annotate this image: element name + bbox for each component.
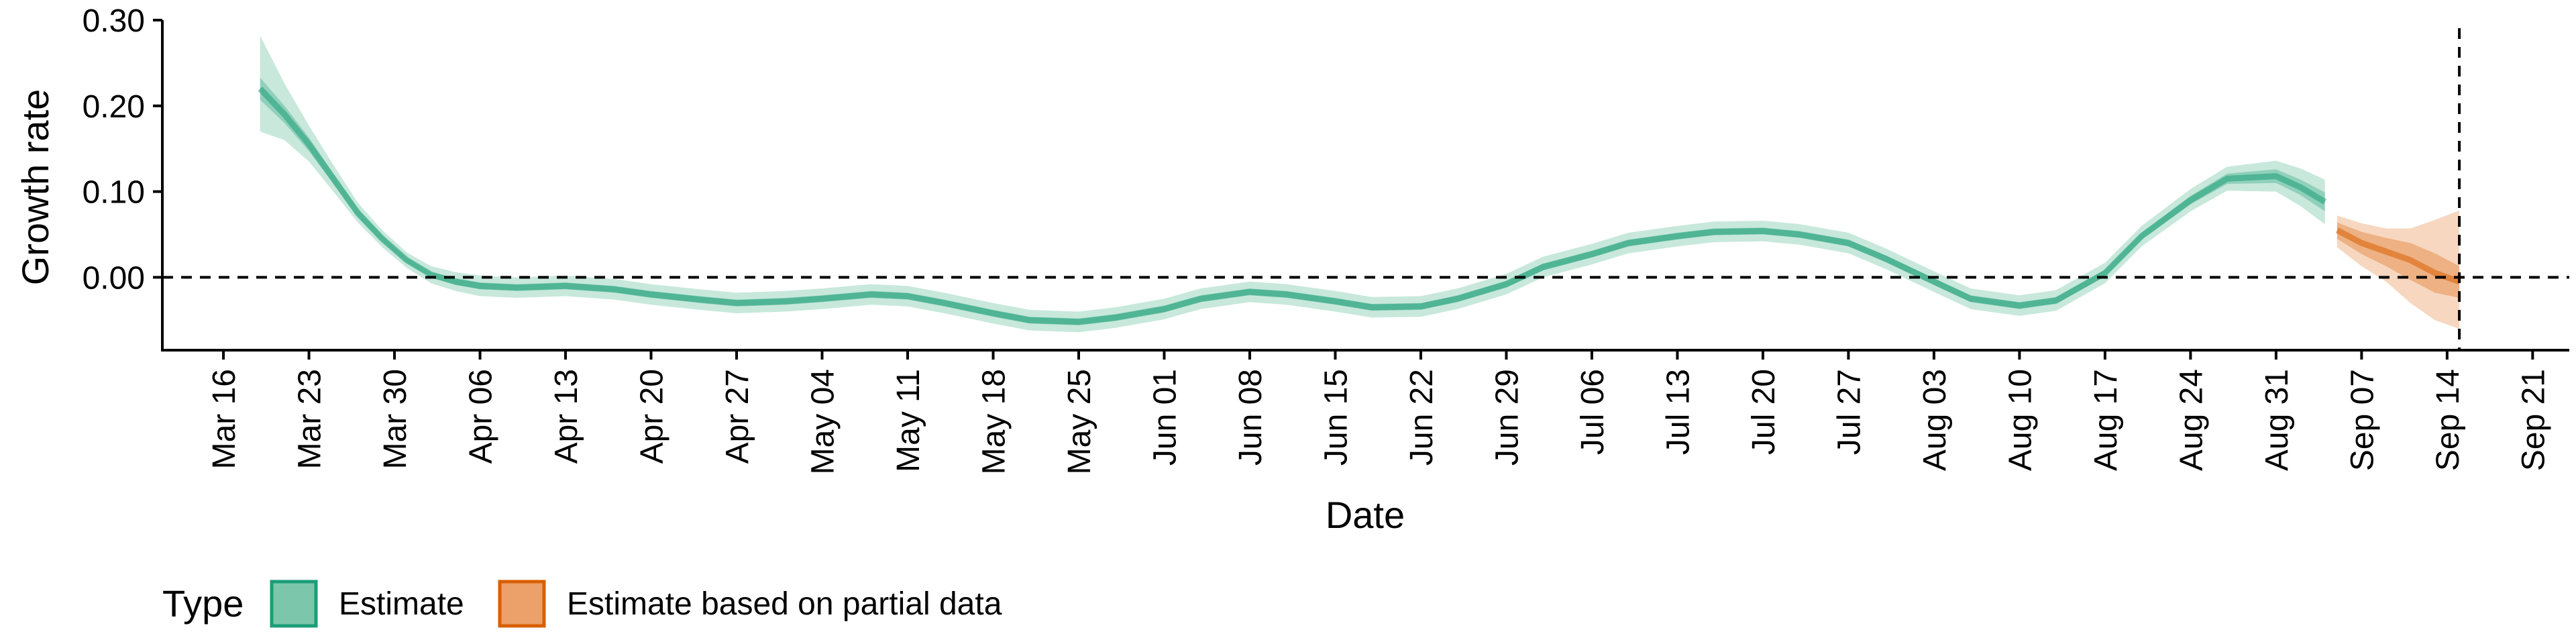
x-tick-label: Jul 27 <box>1831 369 1867 455</box>
x-tick-label: Mar 16 <box>207 369 242 469</box>
x-tick-label: Jun 01 <box>1148 369 1183 466</box>
legend: Type Estimate Estimate based on partial … <box>162 580 1002 628</box>
estimate-median-line <box>258 87 2327 325</box>
x-tick-label: Aug 03 <box>1917 369 1953 471</box>
x-tick-label: May 18 <box>977 369 1012 474</box>
axes <box>161 20 2569 352</box>
partial-estimate-band-50 <box>2337 222 2460 298</box>
x-tick-label: Jun 15 <box>1319 369 1354 466</box>
x-tick-label: Jun 29 <box>1490 369 1525 466</box>
y-axis-title: Growth rate <box>14 89 56 286</box>
x-tick-label: Sep 14 <box>2430 369 2466 471</box>
x-tick-label: Apr 13 <box>549 369 584 464</box>
x-axis-title: Date <box>1326 494 1405 536</box>
legend-key-partial-estimate <box>498 580 546 628</box>
x-tick-label: Sep 21 <box>2516 369 2551 471</box>
y-tick-label: 0.20 <box>83 89 145 125</box>
x-tick-label: May 11 <box>891 369 926 472</box>
x-tick-label: Mar 30 <box>378 369 413 469</box>
y-axis-ticks: 0.00 0.10 0.20 0.30 <box>83 3 162 296</box>
x-tick-label: Aug 31 <box>2259 369 2295 471</box>
x-tick-label: Jun 22 <box>1404 369 1440 466</box>
x-tick-label: Jul 20 <box>1746 369 1782 455</box>
partial-estimate-band-90 <box>2337 210 2460 329</box>
legend-title: Type <box>162 582 244 625</box>
y-tick-label: 0.30 <box>83 3 145 39</box>
x-tick-label: Aug 24 <box>2174 369 2209 471</box>
x-tick-label: Mar 23 <box>292 369 328 469</box>
x-tick-label: Aug 17 <box>2088 369 2124 471</box>
x-tick-label: Aug 10 <box>2002 369 2038 471</box>
legend-label-estimate: Estimate <box>339 586 464 622</box>
series-bands <box>258 36 2461 333</box>
x-tick-label: May 04 <box>806 369 841 474</box>
x-tick-label: Jul 13 <box>1660 369 1696 455</box>
y-tick-label: 0.10 <box>83 175 145 211</box>
x-tick-label: Jul 06 <box>1575 369 1611 455</box>
x-tick-label: Jun 08 <box>1233 369 1269 466</box>
x-axis-ticks: Mar 16 Mar 23 Mar 30 Apr 06 Apr 13 Apr 20 Apr … <box>207 350 2551 474</box>
x-tick-label: May 25 <box>1062 369 1097 474</box>
x-tick-label: Apr 06 <box>464 369 499 464</box>
y-tick-label: 0.00 <box>83 260 145 296</box>
legend-label-partial-estimate: Estimate based on partial data <box>567 586 1002 622</box>
reference-lines <box>162 28 2569 350</box>
x-tick-label: Apr 27 <box>720 369 755 464</box>
legend-key-estimate <box>270 580 318 628</box>
partial-estimate-median-line <box>2335 227 2461 285</box>
x-tick-label: Sep 07 <box>2345 369 2380 471</box>
x-tick-label: Apr 20 <box>635 369 670 464</box>
